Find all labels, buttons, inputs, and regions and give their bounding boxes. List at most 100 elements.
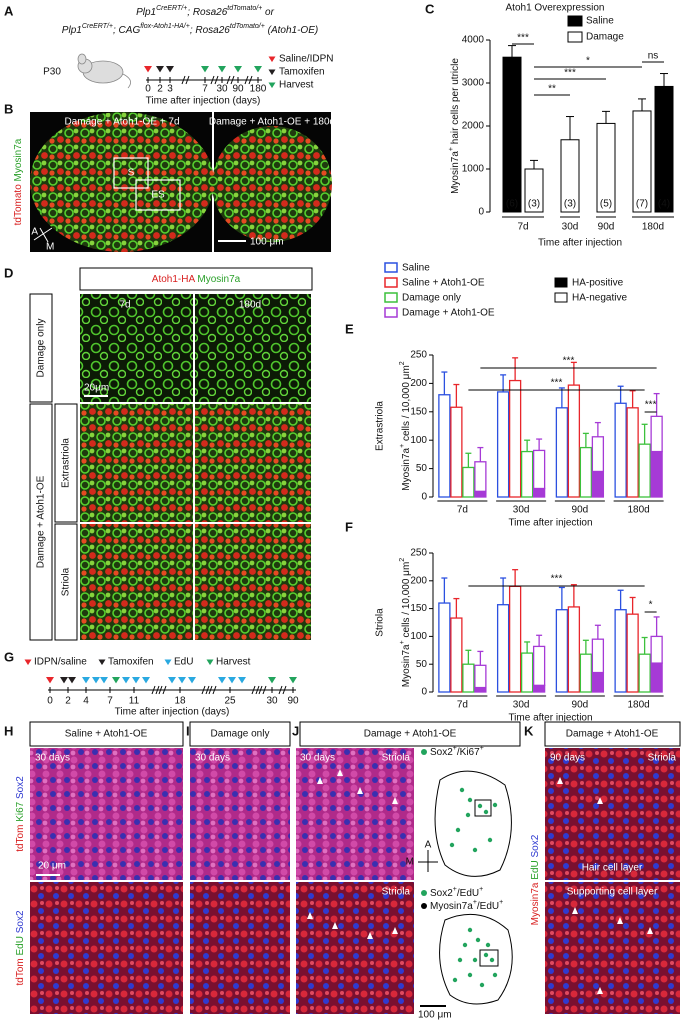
micrograph <box>190 748 290 880</box>
bar <box>450 617 463 693</box>
marker <box>60 677 68 684</box>
bar-segment <box>532 645 546 686</box>
x-group-label: 30d <box>513 700 530 711</box>
text-part: Ki67 <box>15 801 26 821</box>
bar <box>567 384 581 498</box>
bar <box>502 56 522 213</box>
header-box <box>544 721 681 747</box>
timeline-tick-label: 90 <box>232 84 244 95</box>
legend-label: Damage + Atoh1-OE <box>402 308 495 319</box>
label-strip <box>526 748 543 1014</box>
micrograph <box>195 294 311 402</box>
micrograph <box>80 404 193 522</box>
superscript: CreERT/+ <box>156 5 187 12</box>
timeline-tick-label: 90 <box>287 696 299 707</box>
text-part: Myosin7a <box>430 901 473 912</box>
axis-break <box>244 75 249 85</box>
panel-label: J <box>292 723 299 738</box>
cell-dot <box>485 942 491 948</box>
utricle-outline <box>434 770 512 877</box>
text-part: or <box>262 7 274 18</box>
cell-dot <box>459 787 465 793</box>
y-tick-label: 2000 <box>462 121 485 132</box>
legend-label: Myosin7a+/EdU+ <box>430 899 503 911</box>
significance-label: *** <box>551 378 563 389</box>
bar-segment <box>532 487 546 498</box>
axis-break <box>251 685 256 695</box>
text-part: Sox2 <box>530 834 541 857</box>
marker <box>178 677 186 684</box>
text-part: Sox2 <box>15 910 26 933</box>
marker <box>144 66 152 73</box>
text-part: Myosin7a <box>401 447 412 490</box>
text-part: tdTom <box>15 958 26 985</box>
legend-label: HA-negative <box>572 293 627 304</box>
legend-dot <box>421 749 427 755</box>
significance-label: * <box>649 600 653 611</box>
cell-dot <box>475 937 481 943</box>
marker <box>156 66 164 73</box>
header-box <box>189 721 291 747</box>
marker <box>168 677 176 684</box>
bar <box>638 653 651 693</box>
bar <box>614 609 627 693</box>
x-group-label: 7d <box>457 505 468 516</box>
bar-segment <box>474 461 487 492</box>
channel-label: Atoh1-HA Myosin7a <box>152 274 241 285</box>
panel-title: Damage only <box>211 729 270 740</box>
legend-swatch <box>384 292 398 303</box>
cell-dot <box>455 827 461 833</box>
marker <box>268 56 276 63</box>
channel-label: tdTom EdU Sox2 <box>15 910 26 985</box>
micrograph <box>195 404 311 522</box>
micrograph <box>545 882 680 1014</box>
micrograph <box>30 748 183 880</box>
panel-label: K <box>524 723 534 738</box>
header-box <box>299 721 521 747</box>
marker <box>268 677 276 684</box>
time-label: 30 days <box>195 753 230 764</box>
channel-label: Myosin7a EdU Sox2 <box>530 834 541 925</box>
axis-break <box>210 75 215 85</box>
axis-break <box>208 685 213 695</box>
marker <box>218 677 226 684</box>
bar-segment <box>474 686 487 693</box>
axis-break <box>278 685 283 695</box>
bar-segment <box>474 490 487 498</box>
orientation-label: A <box>425 840 432 851</box>
micrograph <box>80 524 193 640</box>
orientation-label: M <box>406 857 414 868</box>
cell-dot <box>457 957 463 963</box>
bar <box>555 407 569 498</box>
cell-dot <box>467 797 473 803</box>
arrowhead <box>557 777 563 784</box>
legend-swatch <box>384 262 398 273</box>
panel-title: Damage + Atoh1-OE <box>364 729 457 740</box>
x-group-label: 180d <box>628 700 650 711</box>
legend-swatch <box>384 307 398 318</box>
axis-break <box>201 685 206 695</box>
orientation-axis <box>39 227 49 243</box>
bar-segment <box>532 449 546 490</box>
side-label: Striola <box>375 608 386 637</box>
marker <box>254 66 262 73</box>
region-label: S <box>128 168 135 179</box>
text-part: (Atoh1-OE) <box>265 25 318 36</box>
y-tick-label: 150 <box>410 406 427 417</box>
bar <box>626 613 639 693</box>
superscript: CreERT/+ <box>82 23 113 30</box>
arrowhead <box>392 927 398 934</box>
significance-label: *** <box>517 33 529 44</box>
n-label: (3) <box>528 199 540 210</box>
timeline-tick-label: 2 <box>157 84 163 95</box>
text-part: Plp1 <box>62 25 82 36</box>
significance-label: ** <box>548 84 556 95</box>
micrograph <box>296 748 414 880</box>
row-label: Damage only <box>36 319 47 378</box>
text-part: Myosin7a <box>13 138 24 181</box>
text-part: EdU <box>530 860 541 879</box>
axis-break <box>162 685 167 695</box>
channel-label: tdTomato Myosin7a <box>13 138 24 225</box>
text-part: cells / 10,000 μm <box>401 562 412 641</box>
